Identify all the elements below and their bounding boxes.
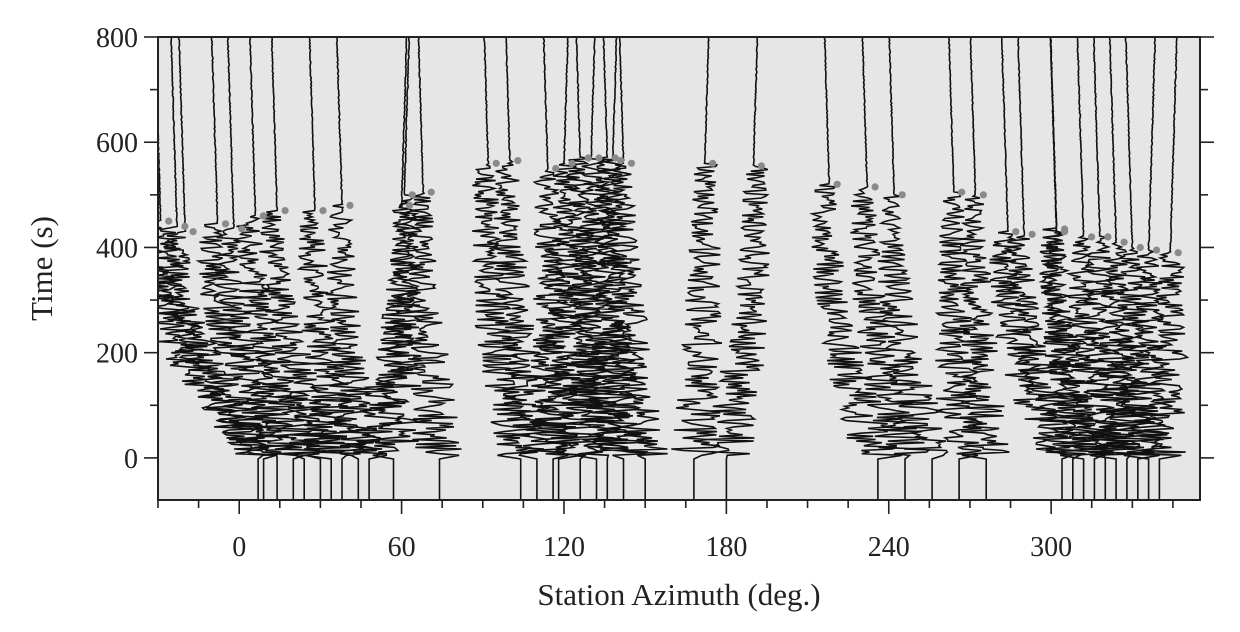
seismogram-trace (850, 37, 931, 500)
arrival-marker (1104, 233, 1112, 241)
arrival-marker (165, 217, 173, 225)
seismogram-trace (877, 37, 949, 500)
arrival-marker (221, 220, 230, 228)
seismogram-trace (1006, 37, 1086, 500)
arrival-marker (238, 225, 246, 233)
seismogram-trace (530, 37, 581, 500)
y-tick-label: 400 (96, 233, 138, 264)
arrival-marker (1061, 228, 1069, 236)
arrival-marker (958, 188, 966, 196)
arrival-marker (1120, 238, 1128, 246)
seismogram-trace (934, 37, 984, 500)
seismogram-trace (591, 37, 649, 500)
arrival-marker (627, 159, 636, 167)
seismogram-trace (705, 37, 770, 500)
x-tick-label: 60 (388, 532, 416, 563)
seismogram-trace (404, 37, 462, 500)
y-tick-labels: 0 200 400 600 800 (96, 23, 138, 475)
y-tick-label: 0 (124, 444, 138, 475)
x-tick-label: 240 (868, 532, 910, 563)
y-tick-label: 600 (96, 128, 138, 159)
tick-group (144, 36, 1214, 514)
seismogram-trace (1136, 37, 1190, 500)
x-tick-label: 120 (543, 532, 585, 563)
seismogram-trace (809, 37, 903, 500)
arrival-marker-group (165, 154, 1182, 257)
arrival-marker (514, 157, 522, 165)
seismogram-trace (347, 37, 420, 500)
arrival-marker (189, 228, 197, 236)
seismogram-trace (493, 37, 558, 500)
arrival-marker (1174, 249, 1182, 257)
seismogram-trace (296, 37, 366, 500)
arrival-marker (1012, 228, 1020, 236)
arrival-marker (492, 159, 500, 167)
x-axis-title: Station Azimuth (deg.) (537, 577, 820, 612)
y-tick-label: 200 (96, 339, 138, 370)
arrival-marker (617, 157, 625, 165)
y-axis-title: Time (s) (24, 216, 59, 321)
arrival-marker (319, 207, 327, 215)
seismogram-trace (259, 37, 351, 500)
seismogram-trace (562, 37, 619, 500)
seismogram-trace (211, 37, 321, 500)
seismogram-trace (1038, 37, 1115, 500)
x-tick-label: 0 (232, 532, 246, 563)
arrival-marker (346, 201, 354, 209)
seismogram-trace (607, 37, 668, 500)
arrival-marker (595, 154, 603, 162)
trace-group (158, 37, 1190, 500)
arrival-marker (281, 207, 289, 215)
seismogram-trace (1123, 37, 1171, 500)
arrival-marker (259, 212, 267, 220)
seismogram-trace (163, 37, 280, 500)
arrival-marker (1153, 246, 1161, 254)
seismogram-trace (325, 37, 383, 500)
arrival-marker (181, 222, 189, 230)
seismogram-trace (1113, 37, 1164, 500)
x-tick-label: 180 (705, 532, 747, 563)
arrival-marker (406, 201, 414, 209)
arrival-marker (833, 180, 841, 188)
arrival-marker (1088, 233, 1096, 241)
arrival-marker (611, 154, 619, 162)
arrival-marker (1028, 230, 1036, 238)
arrival-marker (871, 183, 879, 191)
arrival-marker (427, 188, 435, 196)
arrival-marker (898, 191, 906, 199)
seismogram-trace (235, 37, 330, 500)
seismogram-trace (372, 37, 424, 500)
x-tick-label: 300 (1030, 532, 1072, 563)
x-tick-labels: 0 60 120 180 240 300 (232, 532, 1072, 563)
arrival-marker (1136, 243, 1144, 252)
arrival-marker (584, 154, 592, 162)
arrival-marker (979, 191, 988, 199)
seismogram-trace (671, 37, 723, 500)
arrival-marker (408, 191, 416, 199)
arrival-marker (552, 164, 560, 173)
arrival-marker (709, 159, 717, 167)
seismogram-trace (959, 37, 1010, 500)
plot-frame (157, 36, 1201, 501)
y-tick-label: 800 (96, 23, 138, 54)
arrival-marker (757, 162, 766, 170)
arrival-marker (568, 159, 576, 167)
